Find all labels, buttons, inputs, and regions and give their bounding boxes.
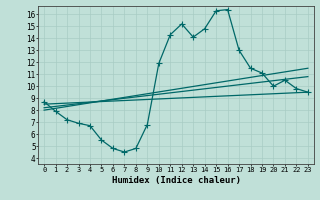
- X-axis label: Humidex (Indice chaleur): Humidex (Indice chaleur): [111, 176, 241, 185]
